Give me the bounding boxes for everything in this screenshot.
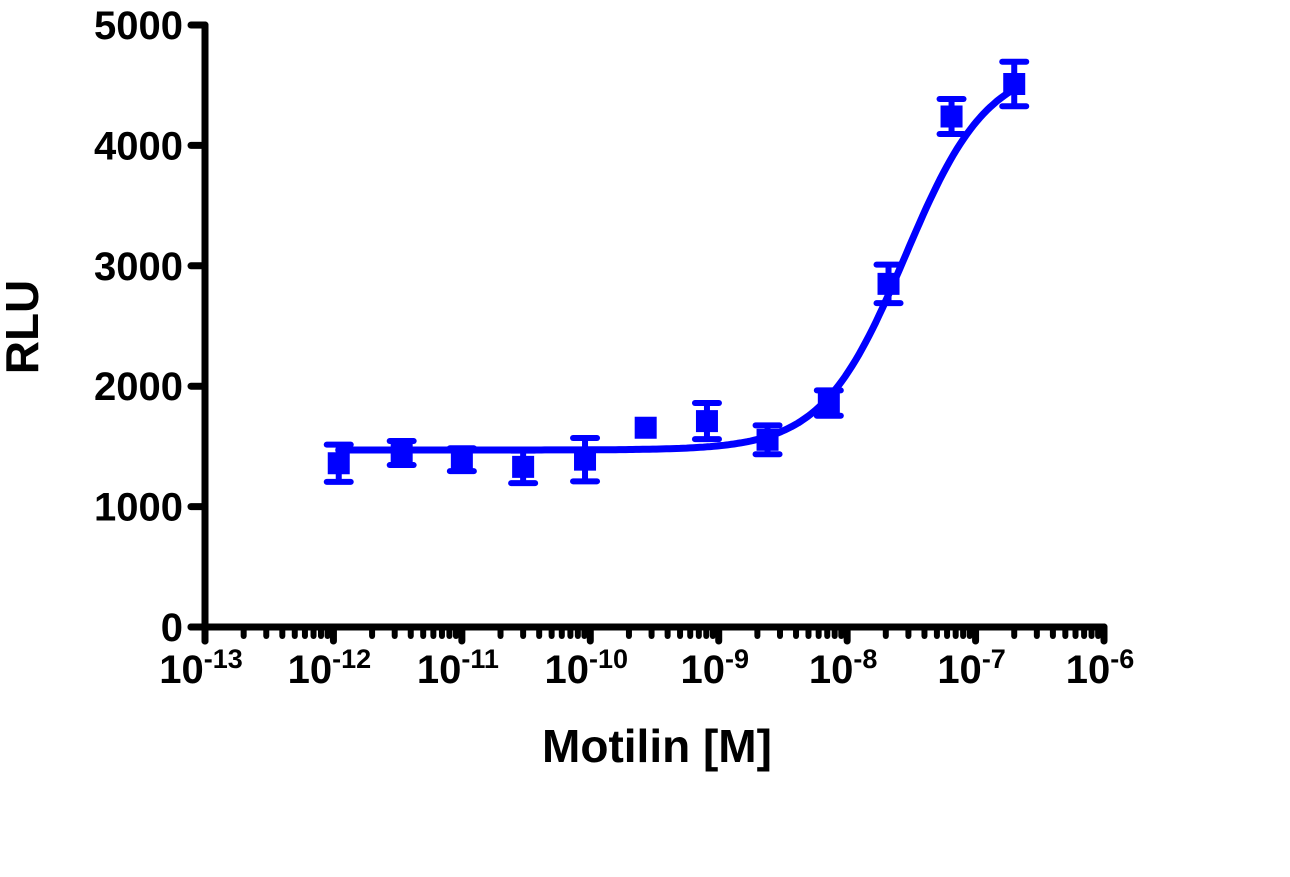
data-point: [446, 445, 477, 475]
data-point: [691, 400, 722, 443]
x-tick-label: 10-7: [937, 644, 1006, 692]
y-axis: 0 1000 2000 3000 4000 5000: [94, 4, 209, 650]
y-tick-label: 5000: [94, 4, 183, 48]
y-axis-label: RLU: [0, 280, 48, 375]
y-tick-label: 2000: [94, 365, 183, 409]
data-point: [813, 387, 844, 419]
x-tick-label: 10-10: [545, 644, 629, 692]
x-tick-label: 10-8: [809, 644, 878, 692]
data-point: [570, 434, 601, 485]
fit-curve: [335, 85, 1018, 454]
data-points: [323, 58, 1030, 487]
data-point: [508, 447, 539, 487]
data-point: [999, 58, 1030, 110]
data-point: [936, 96, 967, 137]
data-point: [873, 261, 904, 307]
data-point: [323, 441, 354, 485]
x-axis-label: Motilin [M]: [542, 720, 772, 772]
y-tick-label: 0: [161, 606, 183, 650]
y-tick-label: 3000: [94, 245, 183, 289]
x-tick-label: 10-12: [288, 644, 372, 692]
x-tick-label: 10-9: [680, 644, 749, 692]
data-point: [752, 422, 783, 458]
data-point: [386, 437, 417, 469]
y-tick-label: 1000: [94, 486, 183, 530]
x-tick-label: 10-13: [159, 644, 243, 692]
data-point: [634, 416, 657, 439]
x-axis: 10-13 10-12 10-11 10-10 10-9 10-8 10-7 10-6: [159, 623, 1135, 692]
x-tick-label: 10-11: [417, 644, 499, 692]
x-tick-label: 10-6: [1066, 644, 1135, 692]
y-tick-label: 4000: [94, 124, 183, 168]
